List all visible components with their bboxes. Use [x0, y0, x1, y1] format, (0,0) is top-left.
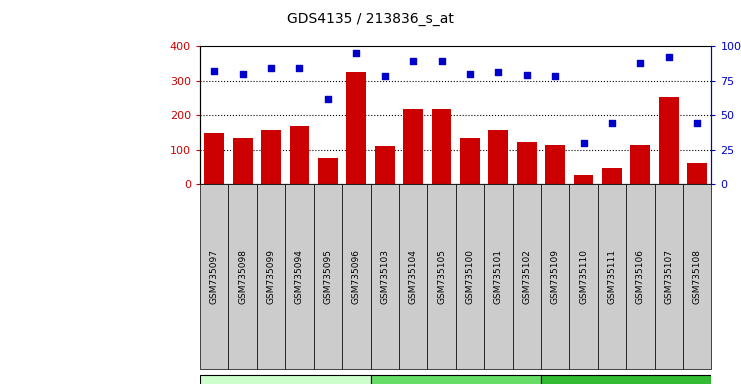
Point: [549, 73, 561, 79]
Bar: [569, 184, 598, 369]
Bar: [541, 375, 711, 384]
Bar: [261, 130, 281, 184]
Bar: [370, 184, 399, 369]
Bar: [228, 184, 257, 369]
Bar: [428, 184, 456, 369]
Bar: [626, 184, 654, 369]
Text: GSM735106: GSM735106: [636, 249, 645, 304]
Bar: [205, 133, 225, 184]
Bar: [346, 72, 366, 184]
Text: GSM735096: GSM735096: [352, 249, 361, 304]
Bar: [488, 130, 508, 184]
Point: [521, 72, 533, 78]
Point: [436, 58, 448, 65]
Point: [578, 140, 590, 146]
Bar: [513, 184, 541, 369]
Point: [464, 71, 476, 77]
Text: GSM735101: GSM735101: [494, 249, 503, 304]
Bar: [370, 375, 541, 384]
Text: GSM735103: GSM735103: [380, 249, 389, 304]
Point: [350, 50, 362, 56]
Point: [407, 58, 419, 65]
Point: [379, 73, 391, 79]
Text: GSM735111: GSM735111: [608, 249, 617, 304]
Bar: [313, 184, 342, 369]
Point: [293, 65, 305, 71]
Bar: [687, 162, 707, 184]
Point: [237, 71, 249, 77]
Text: GSM735107: GSM735107: [664, 249, 674, 304]
Text: GSM735098: GSM735098: [238, 249, 247, 304]
Bar: [403, 109, 423, 184]
Text: GSM735104: GSM735104: [408, 249, 418, 304]
Point: [662, 54, 674, 60]
Bar: [257, 184, 285, 369]
Bar: [541, 184, 569, 369]
Text: GSM735109: GSM735109: [551, 249, 559, 304]
Bar: [200, 375, 370, 384]
Point: [208, 68, 220, 74]
Bar: [574, 175, 594, 184]
Text: GSM735097: GSM735097: [210, 249, 219, 304]
Bar: [460, 138, 480, 184]
Bar: [654, 184, 683, 369]
Text: GSM735094: GSM735094: [295, 249, 304, 304]
Point: [265, 65, 277, 71]
Bar: [233, 138, 253, 184]
Text: GDS4135 / 213836_s_at: GDS4135 / 213836_s_at: [287, 12, 454, 25]
Text: GSM735105: GSM735105: [437, 249, 446, 304]
Bar: [683, 184, 711, 369]
Text: GSM735108: GSM735108: [693, 249, 702, 304]
Text: GSM735099: GSM735099: [267, 249, 276, 304]
Bar: [484, 184, 513, 369]
Bar: [399, 184, 428, 369]
Point: [691, 121, 703, 127]
Text: GSM735095: GSM735095: [323, 249, 333, 304]
Bar: [545, 145, 565, 184]
Bar: [602, 168, 622, 184]
Point: [606, 121, 618, 127]
Text: GSM735100: GSM735100: [465, 249, 474, 304]
Bar: [456, 184, 484, 369]
Point: [492, 69, 504, 75]
Text: GSM735102: GSM735102: [522, 249, 531, 304]
Bar: [431, 109, 451, 184]
Point: [322, 96, 333, 102]
Bar: [318, 158, 338, 184]
Bar: [516, 142, 536, 184]
Bar: [200, 184, 228, 369]
Point: [634, 60, 646, 66]
Bar: [659, 97, 679, 184]
Bar: [631, 145, 651, 184]
Bar: [290, 126, 310, 184]
Bar: [375, 146, 395, 184]
Bar: [342, 184, 370, 369]
Bar: [285, 184, 313, 369]
Bar: [598, 184, 626, 369]
Text: GSM735110: GSM735110: [579, 249, 588, 304]
